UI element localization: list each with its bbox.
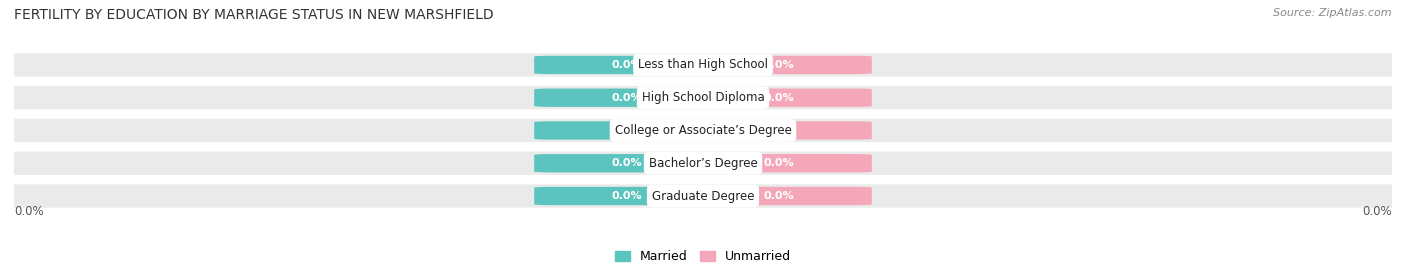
- Text: FERTILITY BY EDUCATION BY MARRIAGE STATUS IN NEW MARSHFIELD: FERTILITY BY EDUCATION BY MARRIAGE STATU…: [14, 8, 494, 22]
- Text: 0.0%: 0.0%: [612, 125, 643, 136]
- Text: 0.0%: 0.0%: [763, 60, 794, 70]
- Text: 0.0%: 0.0%: [763, 125, 794, 136]
- Text: Graduate Degree: Graduate Degree: [652, 189, 754, 203]
- Text: Bachelor’s Degree: Bachelor’s Degree: [648, 157, 758, 170]
- Text: 0.0%: 0.0%: [612, 93, 643, 103]
- FancyBboxPatch shape: [14, 152, 1392, 175]
- FancyBboxPatch shape: [686, 89, 872, 107]
- FancyBboxPatch shape: [534, 121, 720, 140]
- Text: 0.0%: 0.0%: [612, 191, 643, 201]
- FancyBboxPatch shape: [14, 184, 1392, 208]
- Text: 0.0%: 0.0%: [763, 191, 794, 201]
- Text: 0.0%: 0.0%: [763, 158, 794, 168]
- Text: 0.0%: 0.0%: [1362, 205, 1392, 218]
- Legend: Married, Unmarried: Married, Unmarried: [610, 245, 796, 268]
- Text: 0.0%: 0.0%: [612, 60, 643, 70]
- FancyBboxPatch shape: [534, 56, 720, 74]
- FancyBboxPatch shape: [14, 119, 1392, 142]
- Text: Less than High School: Less than High School: [638, 58, 768, 72]
- Text: 0.0%: 0.0%: [14, 205, 44, 218]
- FancyBboxPatch shape: [686, 121, 872, 140]
- Text: High School Diploma: High School Diploma: [641, 91, 765, 104]
- Text: 0.0%: 0.0%: [763, 93, 794, 103]
- Text: 0.0%: 0.0%: [612, 158, 643, 168]
- FancyBboxPatch shape: [534, 154, 720, 172]
- FancyBboxPatch shape: [686, 187, 872, 205]
- Text: College or Associate’s Degree: College or Associate’s Degree: [614, 124, 792, 137]
- FancyBboxPatch shape: [14, 86, 1392, 109]
- FancyBboxPatch shape: [686, 154, 872, 172]
- FancyBboxPatch shape: [534, 187, 720, 205]
- FancyBboxPatch shape: [534, 89, 720, 107]
- FancyBboxPatch shape: [686, 56, 872, 74]
- FancyBboxPatch shape: [14, 53, 1392, 77]
- Text: Source: ZipAtlas.com: Source: ZipAtlas.com: [1274, 8, 1392, 18]
